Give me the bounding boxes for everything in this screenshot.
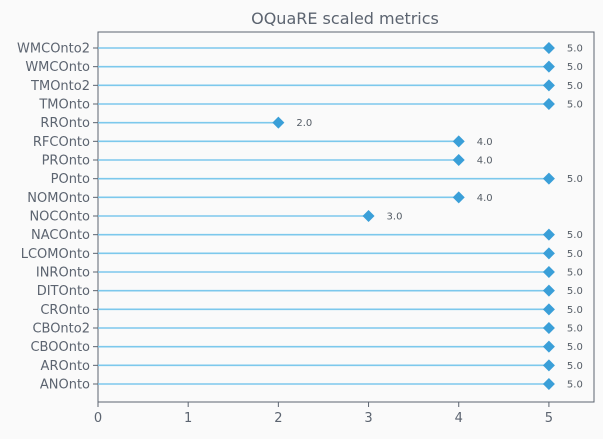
y-tick-label: DITOnto [37, 284, 90, 299]
lollipop-marker [542, 228, 555, 241]
lollipop-marker [542, 98, 555, 110]
value-label: 4.0 [477, 137, 493, 148]
x-tick-label: 2 [274, 411, 282, 426]
y-tick-label: CROnto [40, 303, 90, 318]
chart-title: OQuaRE scaled metrics [251, 9, 439, 28]
y-tick-label: CBOnto2 [32, 322, 90, 337]
y-tick-label: WMCOnto2 [17, 42, 90, 57]
lollipop-marker [542, 60, 555, 73]
lollipop-marker [542, 172, 555, 185]
value-label: 5.0 [567, 305, 583, 316]
lollipop-marker [542, 42, 555, 54]
value-label: 4.0 [477, 193, 493, 204]
value-label: 5.0 [567, 62, 583, 73]
y-tick-label: INROnto [36, 266, 90, 281]
value-label: 3.0 [387, 212, 403, 223]
lollipop-marker [542, 266, 555, 278]
x-tick-label: 5 [545, 411, 553, 426]
value-label: 5.0 [567, 249, 583, 260]
value-label: 5.0 [567, 44, 583, 55]
lollipop-marker [272, 116, 285, 129]
y-tick-label: WMCOnto [25, 60, 90, 75]
lollipop-marker [452, 135, 465, 148]
y-tick-label: AROnto [41, 359, 90, 374]
x-tick-label: 4 [455, 411, 463, 426]
y-tick-label: RROnto [40, 116, 90, 131]
lollipop-marker [542, 340, 555, 353]
lollipop-marker [542, 247, 555, 260]
lollipop-marker [452, 154, 465, 166]
y-tick-label: NOCOnto [29, 210, 90, 225]
y-tick-label: CBOOnto [30, 340, 90, 355]
x-tick-label: 0 [94, 411, 102, 426]
plot-frame [97, 31, 595, 403]
value-label: 2.0 [296, 118, 312, 129]
lollipop-marker [542, 79, 555, 92]
x-tick-label: 3 [364, 411, 372, 426]
y-tick-label: TMOnto2 [30, 79, 90, 94]
value-label: 5.0 [567, 380, 583, 391]
value-label: 5.0 [567, 230, 583, 241]
lollipop-marker [542, 359, 555, 372]
plot-area: 0 1 2 3 4 5 ANOnto 5.0 AROnto 5.0 CBOOnto 5.0 CBOnto… [17, 31, 595, 426]
lollipop-marker [452, 191, 465, 204]
value-label: 5.0 [567, 268, 583, 279]
lollipop-marker [362, 210, 375, 222]
value-label: 5.0 [567, 342, 583, 353]
lollipop-marker [542, 378, 555, 390]
lollipop-marker [542, 284, 555, 297]
value-label: 5.0 [567, 100, 583, 111]
value-label: 4.0 [477, 156, 493, 167]
y-tick-label: TMOnto [38, 98, 90, 113]
y-tick-label: RFCOnto [33, 135, 90, 150]
value-label: 5.0 [567, 81, 583, 92]
value-label: 5.0 [567, 174, 583, 185]
y-tick-label: POnto [51, 172, 90, 187]
lollipop-marker [542, 322, 555, 334]
y-tick-label: NACOnto [31, 228, 90, 243]
value-label: 5.0 [567, 286, 583, 297]
y-tick-label: LCOMOnto [21, 247, 90, 262]
y-tick-label: PROnto [42, 154, 90, 169]
value-label: 5.0 [567, 361, 583, 372]
lollipop-marker [542, 303, 555, 316]
y-tick-label: NOMOnto [27, 191, 90, 206]
y-tick-label: ANOnto [40, 378, 90, 393]
x-tick-label: 1 [184, 411, 192, 426]
value-label: 5.0 [567, 324, 583, 335]
